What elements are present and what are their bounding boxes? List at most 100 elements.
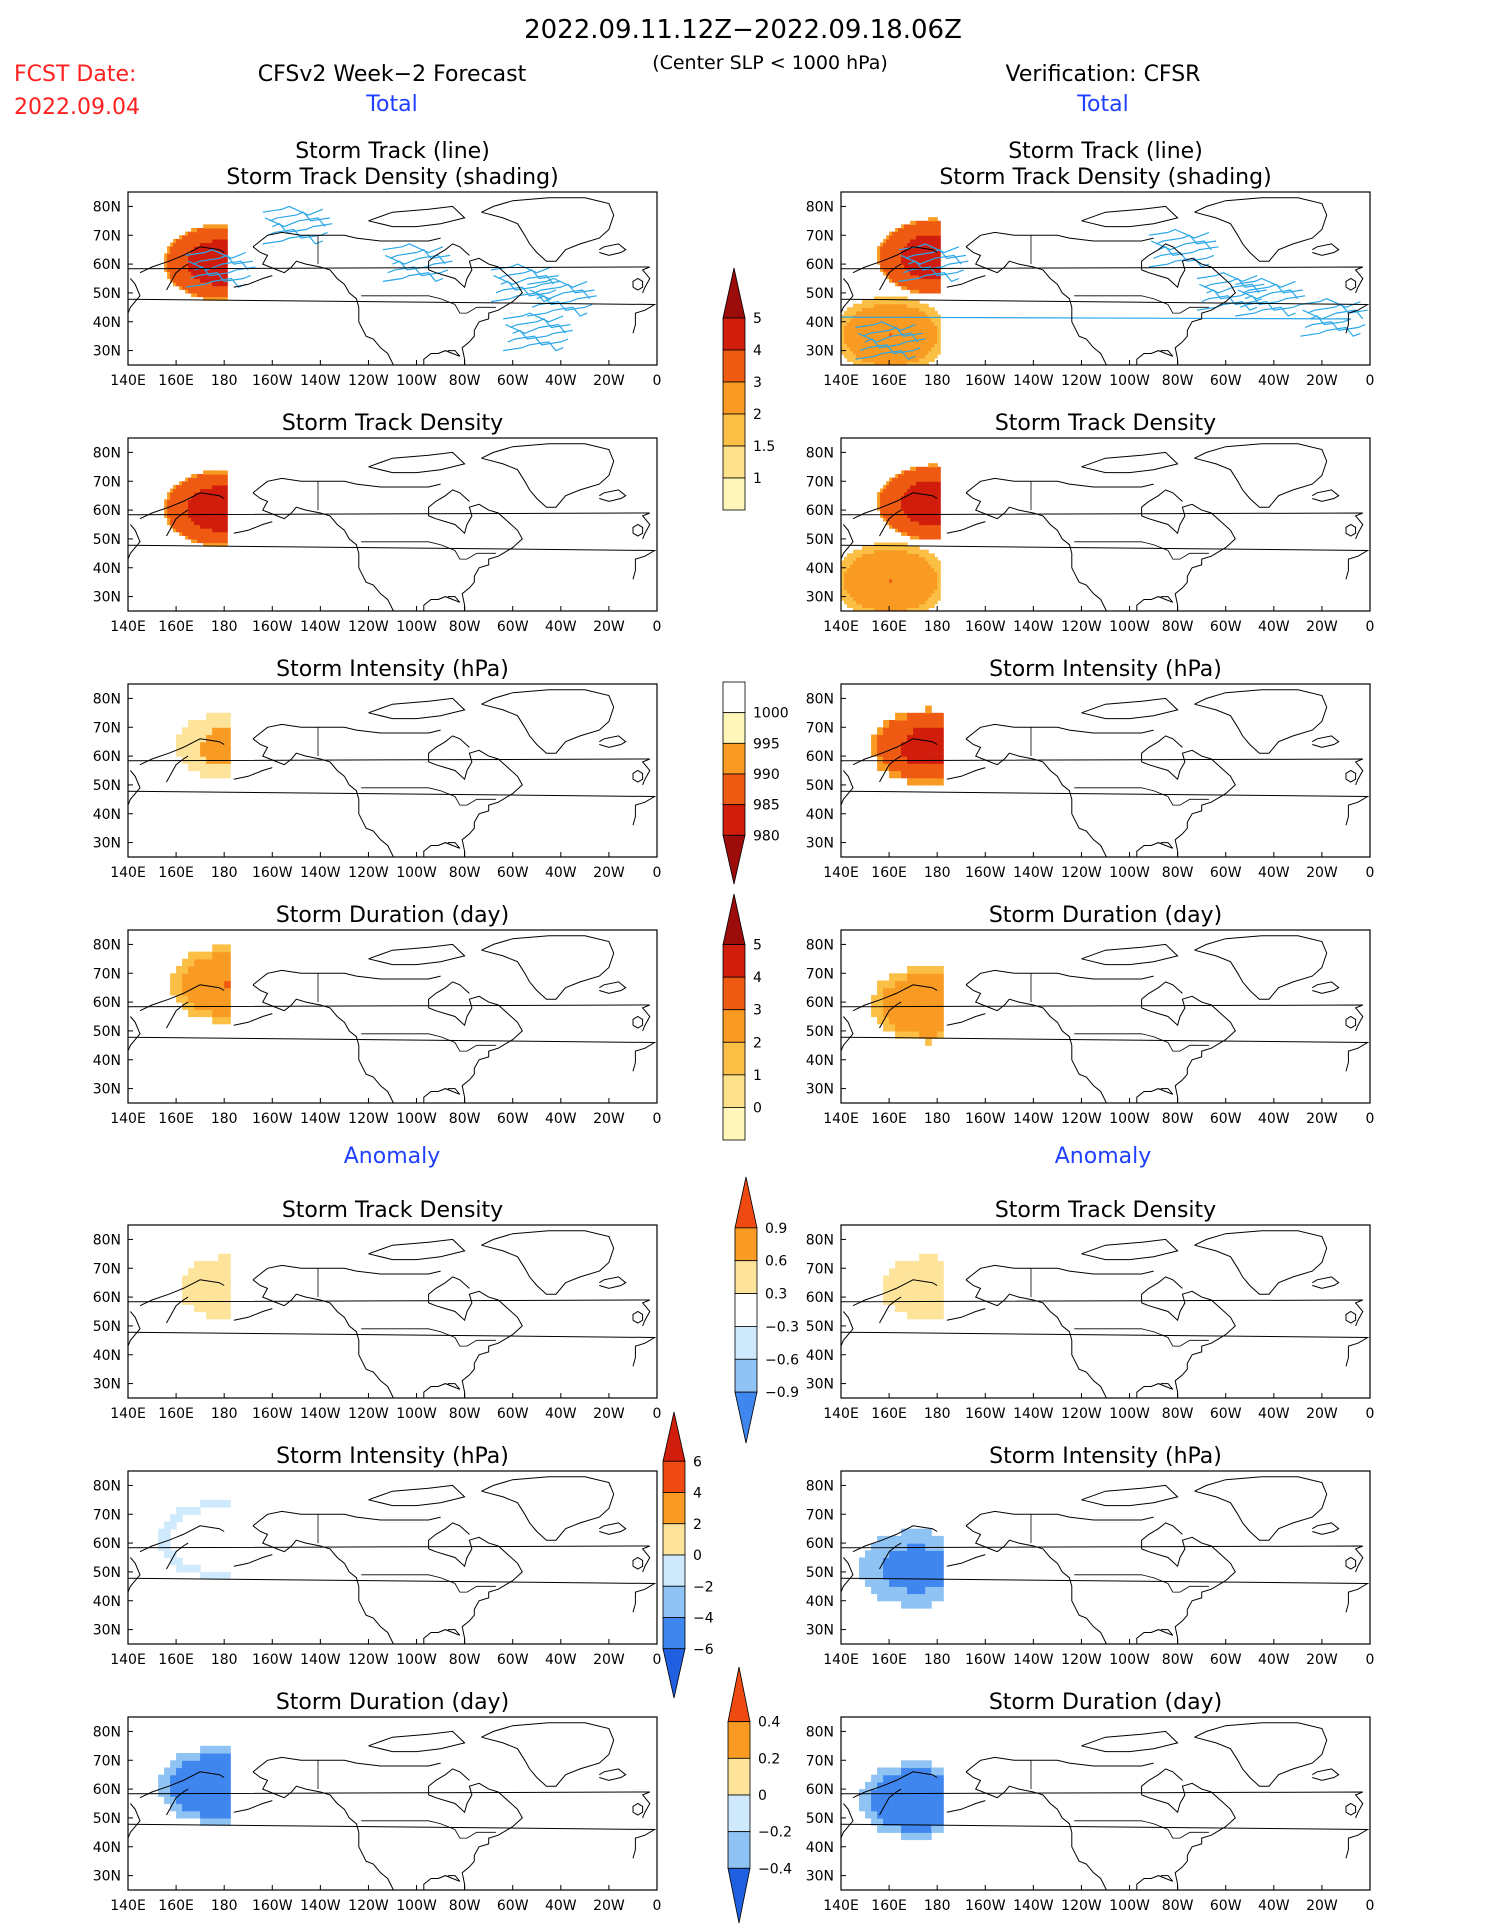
field-cell bbox=[913, 235, 917, 240]
field-cell bbox=[841, 347, 845, 352]
panel-frame bbox=[127, 1470, 658, 1645]
coastline bbox=[368, 1484, 466, 1507]
field-cell bbox=[164, 256, 168, 262]
field-cell bbox=[868, 357, 872, 362]
field-cell bbox=[904, 224, 908, 229]
field-cell bbox=[925, 336, 929, 341]
field-cell bbox=[919, 567, 923, 572]
field-cell bbox=[919, 517, 923, 522]
field-cell bbox=[877, 596, 881, 601]
field-cell bbox=[934, 235, 938, 240]
field-cell bbox=[910, 499, 914, 504]
coastline bbox=[841, 298, 1370, 334]
field-cell bbox=[889, 1789, 896, 1797]
field-cell bbox=[844, 318, 848, 323]
field-cell bbox=[934, 502, 938, 508]
field-cell bbox=[904, 546, 908, 551]
field-cell bbox=[937, 495, 941, 500]
field-cell bbox=[904, 585, 908, 590]
field-cell bbox=[880, 593, 884, 598]
field-cell bbox=[937, 980, 944, 989]
field-cell bbox=[910, 310, 914, 316]
field-cell bbox=[913, 271, 917, 276]
field-cell bbox=[895, 271, 899, 276]
field-cell bbox=[224, 282, 228, 287]
field-cell bbox=[904, 513, 908, 518]
field-cell bbox=[934, 463, 938, 468]
field-cell bbox=[194, 249, 198, 254]
field-cell bbox=[895, 542, 899, 547]
colorbar-label: 2 bbox=[693, 1517, 702, 1533]
field-cell bbox=[862, 578, 866, 583]
field-cell bbox=[212, 763, 219, 772]
field-cell bbox=[844, 571, 848, 576]
field-cell bbox=[922, 585, 926, 590]
field-cell bbox=[877, 1550, 884, 1559]
storm-track-line bbox=[527, 306, 588, 317]
field-cell bbox=[898, 361, 902, 365]
field-cell bbox=[176, 748, 183, 757]
coastline bbox=[428, 1522, 470, 1549]
field-cell bbox=[880, 575, 884, 580]
coastline bbox=[481, 689, 615, 754]
field-cell bbox=[901, 1825, 908, 1833]
field-cell bbox=[916, 249, 920, 254]
coastline bbox=[965, 1279, 1108, 1398]
field-cell bbox=[200, 502, 204, 508]
field-cell bbox=[925, 470, 929, 475]
field-cell bbox=[877, 1571, 884, 1580]
field-cell bbox=[925, 1825, 932, 1833]
field-cell bbox=[862, 600, 866, 605]
field-cell bbox=[176, 966, 183, 974]
field-cell bbox=[874, 571, 878, 576]
field-cell bbox=[898, 481, 902, 486]
x-tick-label: 120W bbox=[348, 1111, 389, 1127]
storm-track-line bbox=[531, 300, 593, 311]
field-cell bbox=[895, 1571, 902, 1580]
field-cell bbox=[185, 285, 189, 290]
field-cell bbox=[880, 585, 884, 590]
field-cell bbox=[919, 224, 923, 229]
field-cell bbox=[892, 553, 896, 558]
field-cell bbox=[170, 1789, 177, 1797]
field-cell bbox=[868, 303, 872, 308]
field-cell bbox=[206, 531, 210, 536]
field-cell bbox=[925, 549, 929, 554]
field-cell bbox=[889, 235, 893, 240]
y-tick-label: 40N bbox=[93, 315, 121, 331]
field-cell bbox=[937, 1796, 944, 1805]
field-cell bbox=[907, 720, 914, 728]
field-cell bbox=[913, 556, 917, 562]
field-cell bbox=[218, 510, 222, 515]
field-cell bbox=[925, 246, 929, 251]
x-tick-label: 180 bbox=[211, 1898, 238, 1914]
field-cell bbox=[847, 596, 851, 601]
field-cell bbox=[904, 488, 908, 493]
field-cell bbox=[904, 343, 908, 348]
field-cell bbox=[224, 1571, 231, 1580]
field-cell bbox=[868, 300, 872, 305]
colorbar-label: 0.2 bbox=[758, 1751, 780, 1767]
field-cell bbox=[218, 1261, 225, 1269]
field-cell bbox=[901, 228, 905, 233]
field-cell bbox=[934, 347, 938, 352]
field-cell bbox=[898, 256, 902, 262]
field-cell bbox=[904, 575, 908, 580]
field-cell bbox=[886, 546, 890, 551]
field-cell bbox=[922, 285, 926, 290]
field-cell bbox=[889, 307, 893, 312]
colorbar-label: 980 bbox=[753, 828, 780, 844]
field-cell bbox=[892, 567, 896, 572]
field-cell bbox=[209, 542, 213, 547]
field-cell bbox=[898, 314, 902, 319]
field-cell bbox=[889, 564, 893, 569]
field-cell bbox=[886, 354, 890, 359]
field-cell bbox=[847, 357, 851, 362]
field-cell bbox=[883, 347, 887, 352]
x-tick-label: 140W bbox=[300, 1406, 341, 1422]
field-cell bbox=[937, 336, 941, 341]
field-cell bbox=[916, 499, 920, 504]
field-cell bbox=[928, 325, 932, 330]
field-cell bbox=[916, 289, 920, 294]
field-cell bbox=[194, 474, 198, 479]
